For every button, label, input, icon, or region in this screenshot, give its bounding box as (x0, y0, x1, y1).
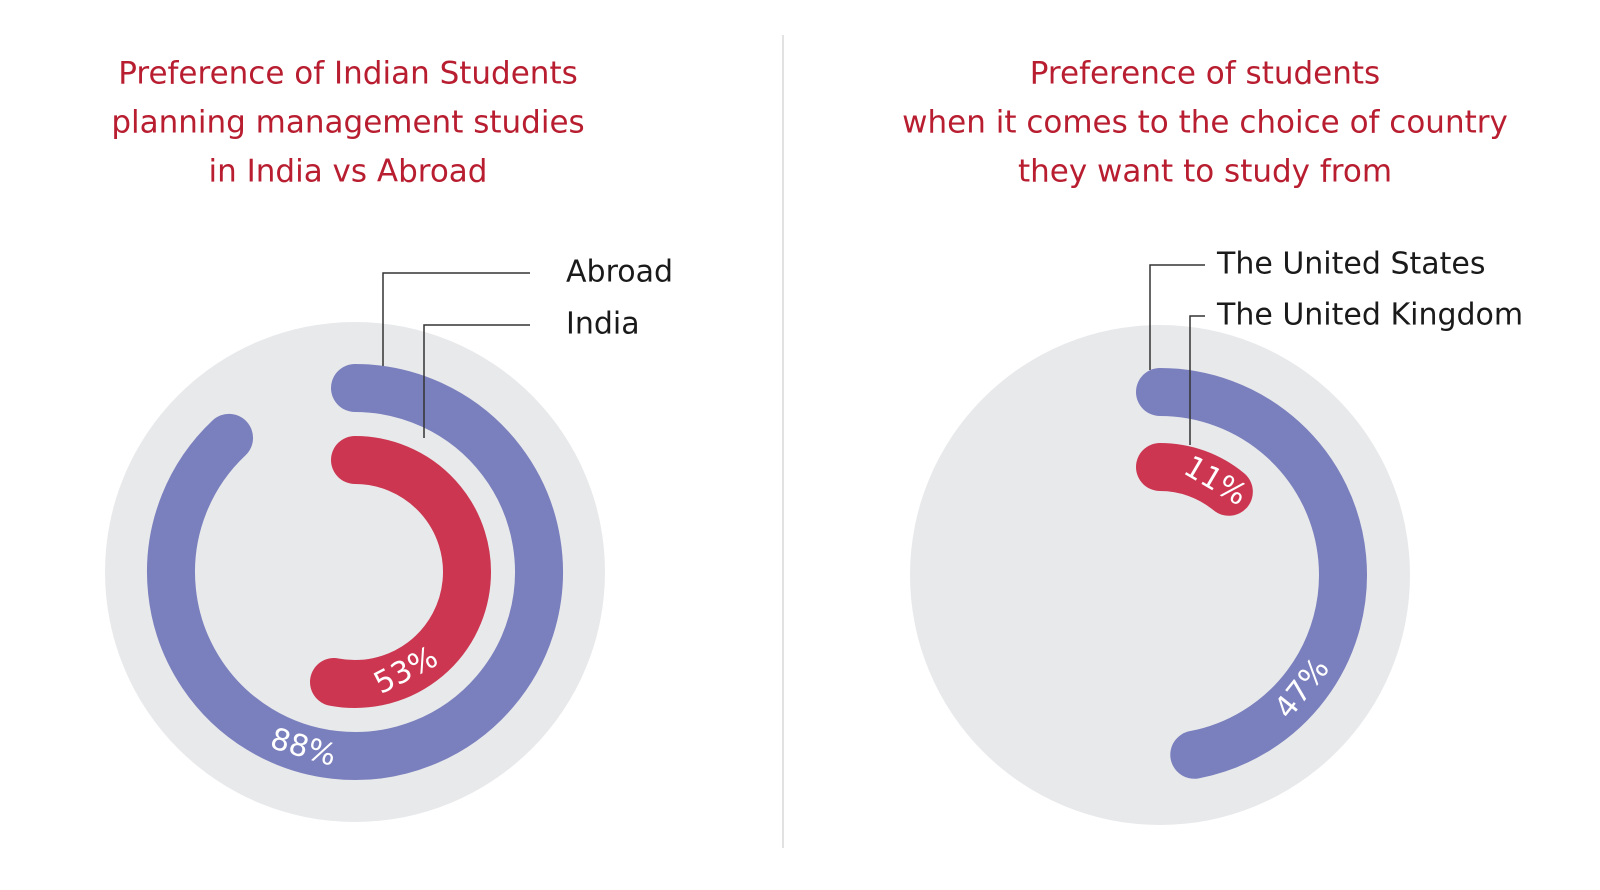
leader-line (382, 272, 530, 366)
chart-title: Preference of students (1030, 56, 1380, 92)
radial-bar (1136, 368, 1367, 779)
radial-bar (310, 436, 491, 708)
leader-line (423, 324, 530, 438)
chart-title: when it comes to the choice of country (902, 105, 1508, 141)
leader-line (1149, 264, 1205, 370)
chart-title: Preference of Indian Students (118, 56, 578, 92)
chart-title: planning management studies (111, 105, 584, 141)
legend-label: The United Kingdom (1216, 298, 1523, 333)
chart-title: they want to study from (1018, 154, 1392, 190)
chart-title: in India vs Abroad (209, 154, 488, 190)
legend-label: Abroad (566, 255, 673, 290)
legend-label: India (566, 307, 640, 342)
leader-line (1189, 315, 1205, 445)
radial-bar (147, 364, 563, 780)
legend-label: The United States (1216, 247, 1485, 282)
radial-bar (1136, 443, 1253, 516)
